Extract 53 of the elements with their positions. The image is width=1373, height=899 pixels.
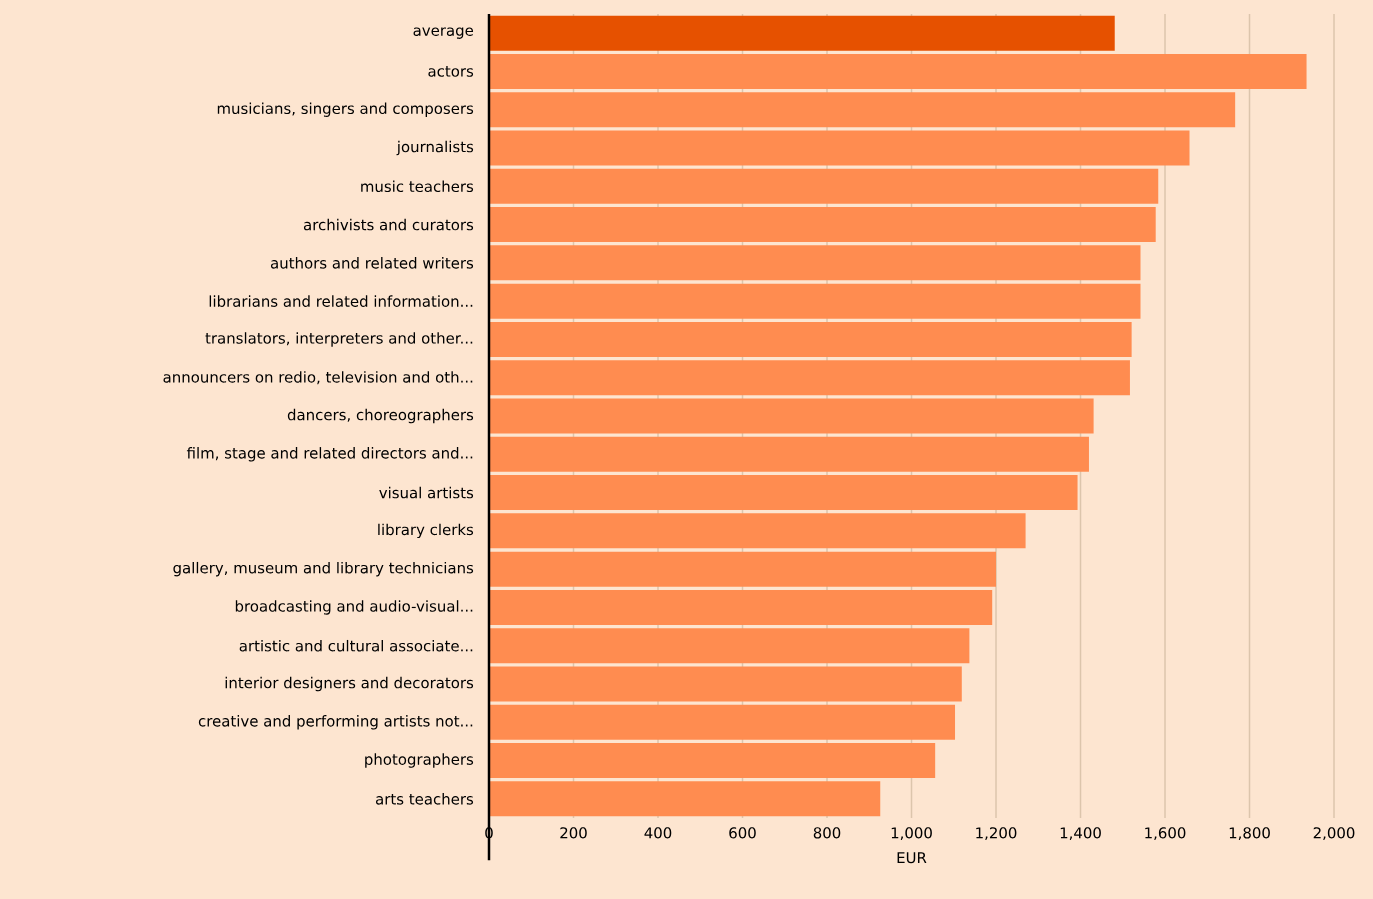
- x-tick-label: 800: [813, 827, 841, 839]
- y-tick-label: visual artists: [379, 486, 474, 499]
- y-tick-label: creative and performing artists not...: [198, 715, 473, 730]
- bar: [489, 436, 1089, 472]
- y-tick-label: photographers: [365, 753, 474, 768]
- y-tick-label: artistic and cultural associate...: [239, 639, 473, 652]
- x-tick-label: 2,000: [1313, 827, 1355, 841]
- y-tick-label: actors: [428, 66, 474, 77]
- y-tick-label: announcers on redio, television and oth...: [163, 371, 473, 385]
- y-tick-label: music teachers: [361, 180, 474, 193]
- bar: [489, 130, 1190, 166]
- x-axis-title: EUR: [897, 852, 927, 864]
- bar: [489, 245, 1141, 281]
- y-tick-label: arts teachers: [375, 793, 474, 805]
- bar: [489, 53, 1307, 89]
- y-tick-label: library clerks: [378, 523, 474, 539]
- y-tick-label: dancers, choreographers: [287, 408, 474, 424]
- x-tick-label: 1,400: [1060, 827, 1101, 841]
- y-tick-label: authors and related writers: [270, 257, 474, 269]
- bar: [489, 743, 936, 779]
- y-tick-label: film, stage and related directors and...: [186, 447, 473, 462]
- y-tick-label: average: [413, 27, 474, 39]
- bar: [489, 360, 1130, 396]
- y-tick-label: musicians, singers and composers: [217, 102, 474, 117]
- bar: [489, 207, 1156, 243]
- y-tick-label: journalists: [396, 140, 474, 156]
- bar: [489, 398, 1094, 434]
- y-tick-label: broadcasting and audio-visual...: [235, 600, 473, 615]
- bar: [489, 628, 970, 664]
- bar: [489, 283, 1141, 319]
- x-tick-label: 1,200: [976, 827, 1017, 841]
- bar: [489, 321, 1132, 357]
- bar: [489, 666, 962, 702]
- y-tick-label: translators, interpreters and other...: [205, 332, 473, 347]
- x-tick-label: 1,800: [1229, 827, 1270, 841]
- bar: [489, 551, 997, 587]
- bar: [489, 513, 1026, 549]
- y-tick-label: archivists and curators: [303, 218, 474, 231]
- y-tick-label: interior designers and decorators: [225, 676, 474, 692]
- bar: [489, 15, 1115, 51]
- bar: [489, 704, 956, 740]
- y-tick-label: gallery, museum and library technicians: [173, 561, 474, 577]
- y-tick-label: librarians and related information...: [209, 295, 473, 307]
- bar: [489, 475, 1078, 511]
- x-tick-label: 1,600: [1145, 827, 1186, 841]
- bar: [489, 589, 993, 625]
- x-tick-label: 1,000: [891, 827, 932, 841]
- bar: [489, 781, 881, 817]
- x-tick-label: 400: [644, 827, 672, 839]
- x-tick-label: 600: [729, 827, 756, 839]
- x-tick-label: 200: [560, 827, 587, 839]
- bar: [489, 168, 1159, 204]
- bar: [489, 92, 1236, 128]
